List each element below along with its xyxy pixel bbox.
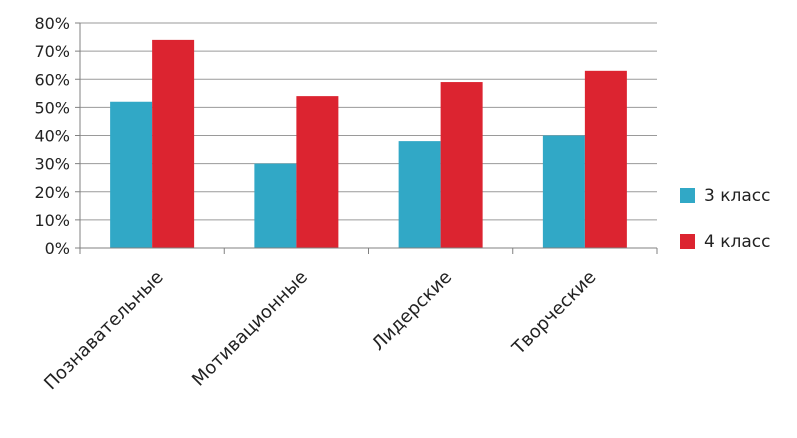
category-labels: Познавательные Мотивационные Лидерские Твор… [40,267,600,394]
y-tick-label: 30% [34,155,70,174]
bar [110,101,153,248]
y-tick-label: 70% [34,42,70,61]
bar [152,39,195,248]
category-label: Лидерские [368,267,456,355]
y-tick-label: 0% [45,239,70,258]
y-tick-label: 20% [34,183,70,202]
y-tick-label: 10% [34,211,70,230]
legend-swatch [680,188,695,203]
bar [398,141,441,248]
y-tick-label: 50% [34,98,70,117]
y-tick-labels: 0% 10% 20% 30% 40% 50% 60% 70% 80% [34,14,70,258]
bar [254,163,297,248]
bar [584,70,627,248]
y-tick-label: 60% [34,70,70,89]
y-tick-label: 80% [34,14,70,33]
category-label: Мотивационные [188,267,312,391]
bar [542,135,585,248]
legend-swatch [680,234,695,249]
category-label: Познавательные [40,267,167,394]
bars [110,39,627,248]
y-tick-label: 40% [34,127,70,146]
legend: 3 класс 4 класс [680,186,770,252]
category-label: Творческие [508,267,601,360]
legend-label: 3 класс [704,186,770,206]
axes [75,22,658,254]
bar [296,96,339,248]
legend-label: 4 класс [704,232,770,252]
bar [440,82,483,248]
